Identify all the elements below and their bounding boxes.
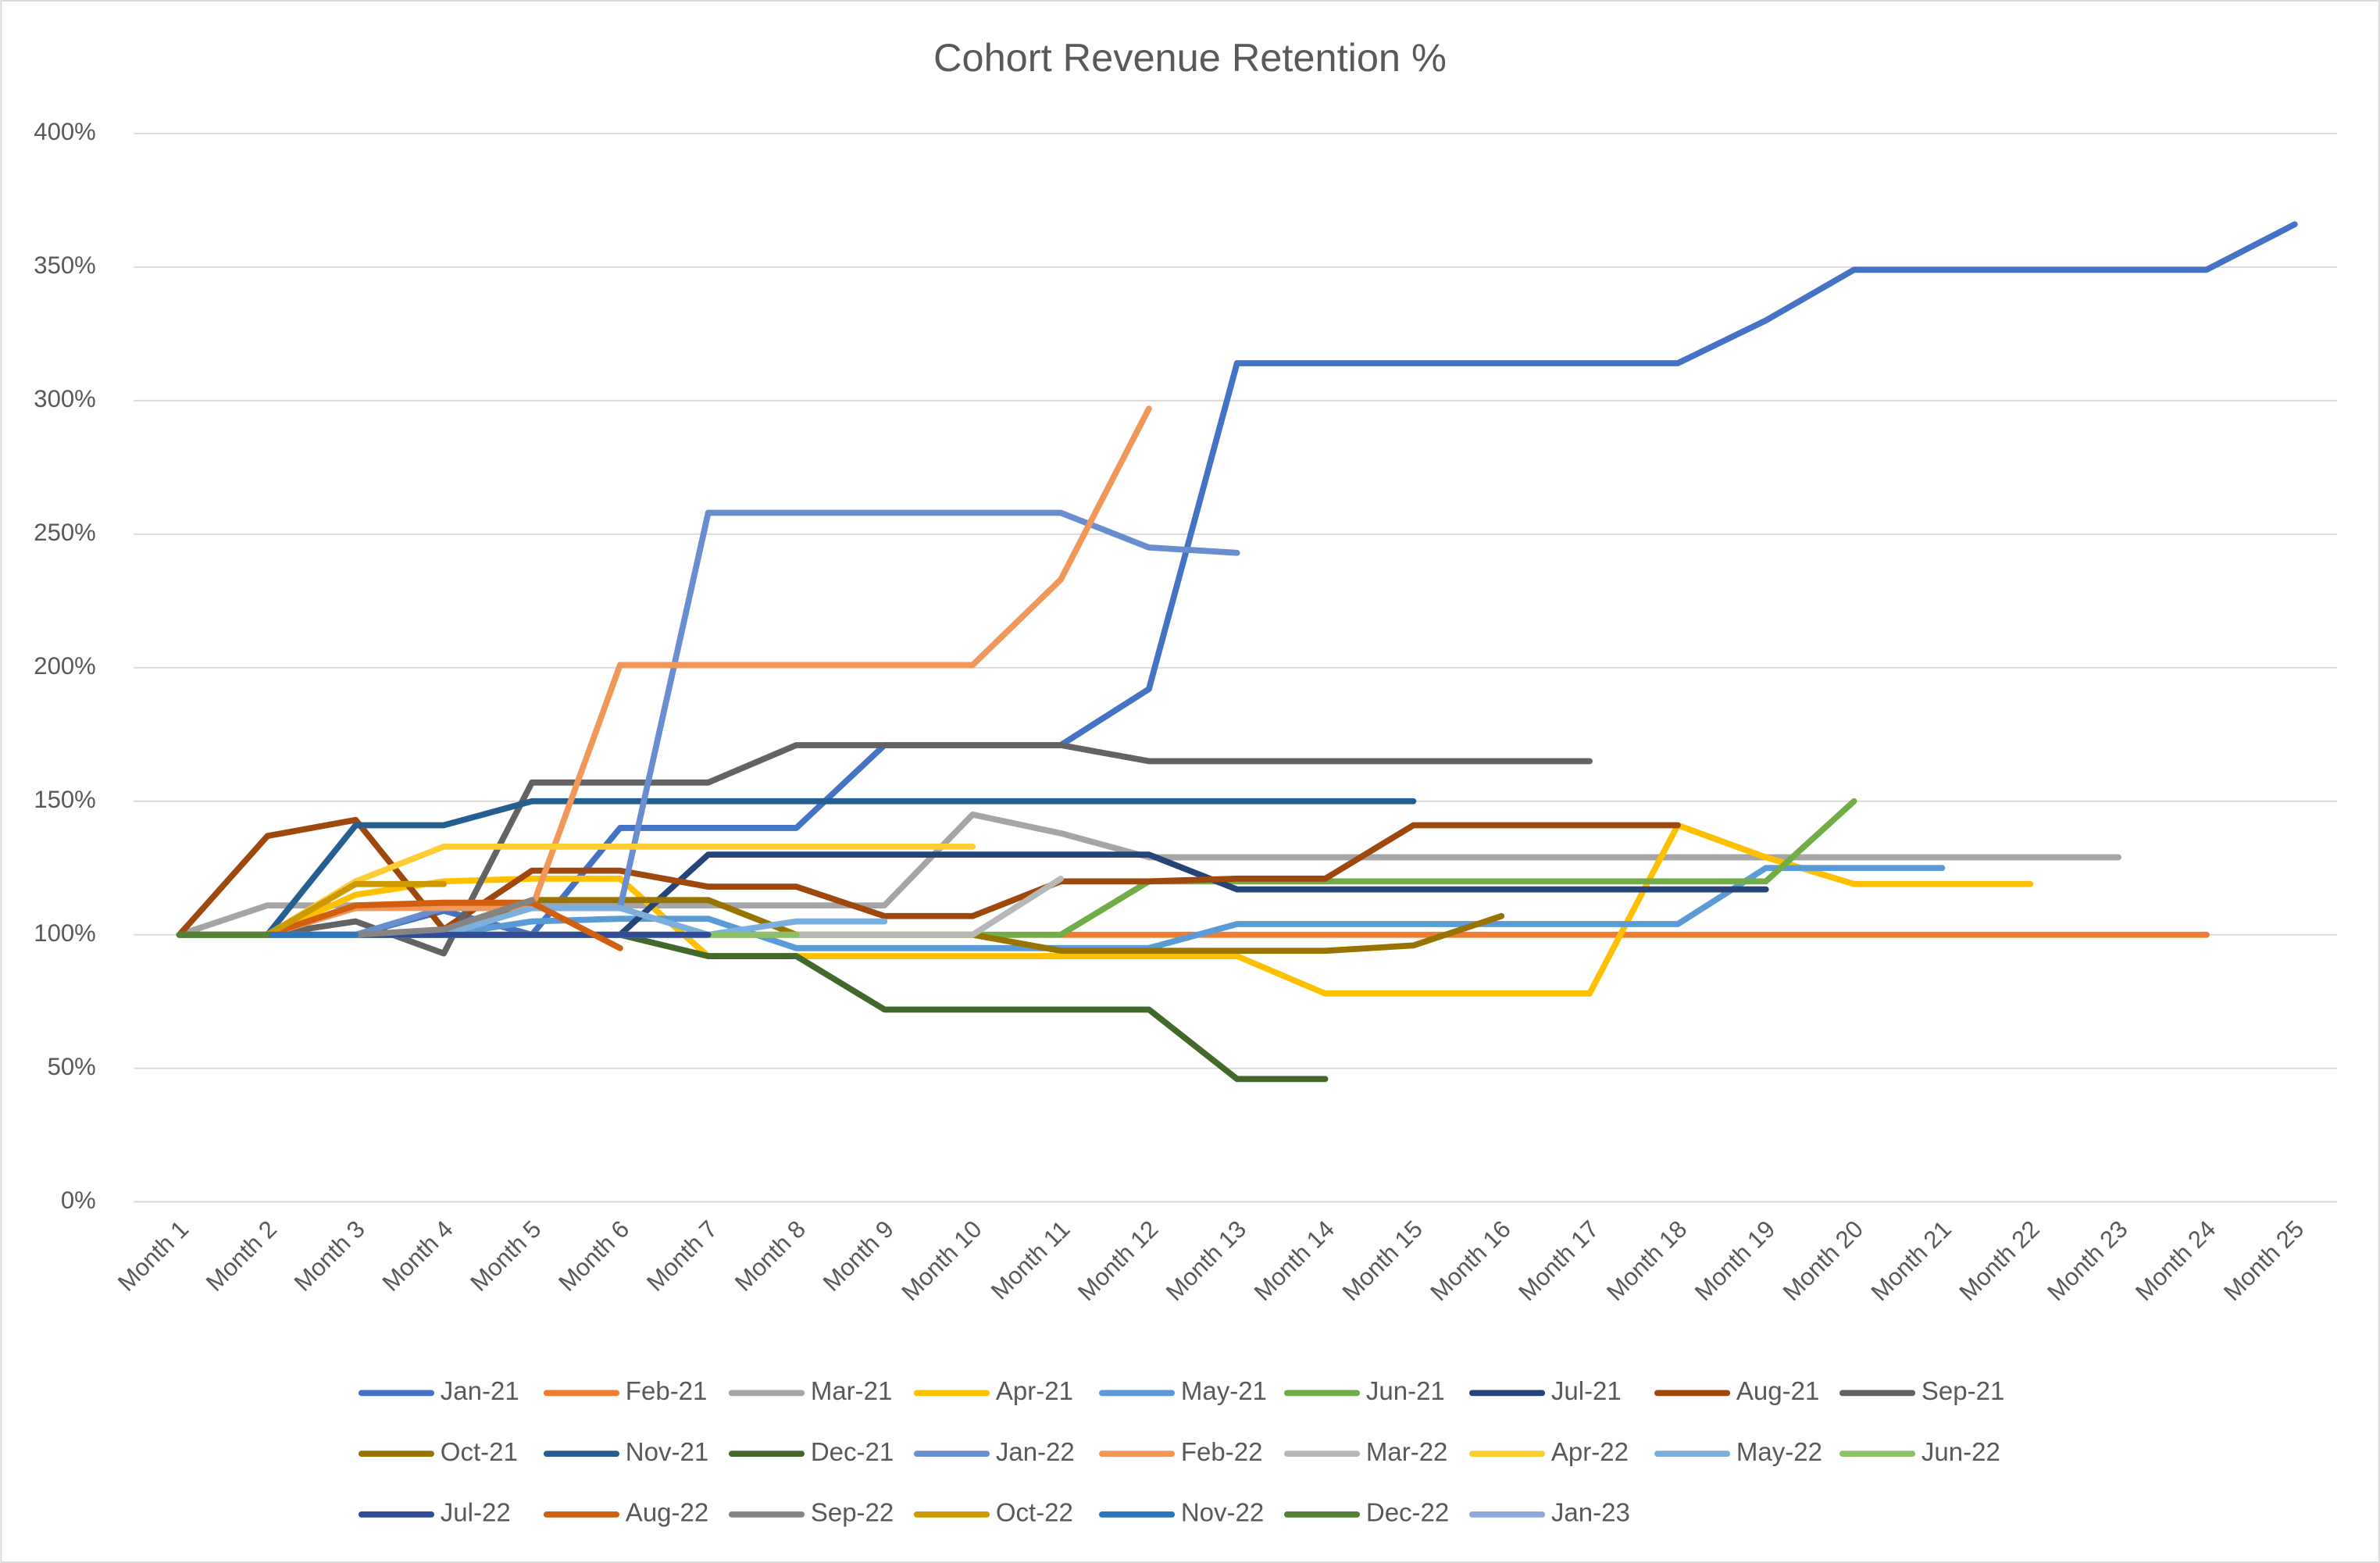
chart-title: Cohort Revenue Retention % bbox=[933, 35, 1447, 80]
y-tick-label: 0% bbox=[61, 1187, 96, 1214]
series-line bbox=[176, 742, 1593, 957]
legend-label: Aug-21 bbox=[1736, 1376, 1819, 1405]
legend-label: Mar-21 bbox=[811, 1376, 893, 1405]
y-tick-label: 250% bbox=[34, 519, 96, 546]
legend-label: Jan-21 bbox=[441, 1376, 519, 1405]
legend-label: Jun-21 bbox=[1366, 1376, 1445, 1405]
series-line bbox=[176, 822, 2034, 997]
y-tick-label: 300% bbox=[34, 385, 96, 412]
y-tick-label: 150% bbox=[34, 786, 96, 813]
legend-label: Feb-21 bbox=[626, 1376, 708, 1405]
legend-label: Dec-21 bbox=[811, 1437, 894, 1466]
legend-label: Jan-23 bbox=[1551, 1498, 1630, 1527]
legend-label: Jan-22 bbox=[996, 1437, 1075, 1466]
legend-label: Dec-22 bbox=[1366, 1498, 1449, 1527]
legend-label: May-22 bbox=[1736, 1437, 1822, 1466]
legend-label: Apr-21 bbox=[996, 1376, 1073, 1405]
y-tick-label: 200% bbox=[34, 652, 96, 680]
legend-label: Sep-21 bbox=[1921, 1376, 2004, 1405]
legend-label: Aug-22 bbox=[626, 1498, 708, 1527]
legend-label: Feb-22 bbox=[1181, 1437, 1263, 1466]
legend-label: Oct-22 bbox=[996, 1498, 1073, 1527]
legend-label: Sep-22 bbox=[811, 1498, 894, 1527]
y-tick-label: 350% bbox=[34, 252, 96, 279]
legend-label: Apr-22 bbox=[1551, 1437, 1629, 1466]
y-tick-label: 100% bbox=[34, 919, 96, 947]
series-line bbox=[176, 798, 1417, 938]
y-tick-label: 400% bbox=[34, 118, 96, 145]
legend-label: Mar-22 bbox=[1366, 1437, 1448, 1466]
legend-label: Nov-22 bbox=[1181, 1498, 1264, 1527]
y-tick-label: 50% bbox=[48, 1053, 96, 1080]
legend-label: Nov-21 bbox=[626, 1437, 708, 1466]
legend-label: Jul-21 bbox=[1551, 1376, 1622, 1405]
legend-label: Jun-22 bbox=[1921, 1437, 2000, 1466]
legend-label: Oct-21 bbox=[441, 1437, 518, 1466]
legend-label: May-21 bbox=[1181, 1376, 1267, 1405]
legend-label: Jul-22 bbox=[441, 1498, 511, 1527]
